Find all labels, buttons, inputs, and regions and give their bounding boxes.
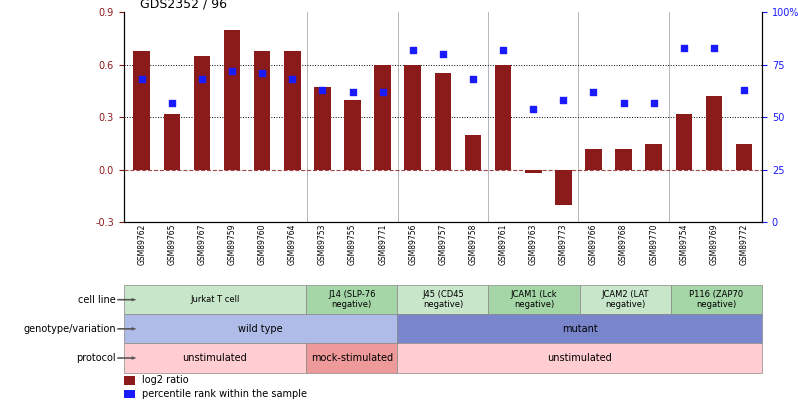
Bar	[671, 285, 762, 314]
Text: unstimulated: unstimulated	[183, 353, 247, 363]
Bar	[124, 285, 306, 314]
Bar	[124, 376, 135, 384]
Text: protocol: protocol	[76, 353, 116, 363]
Text: J45 (CD45
negative): J45 (CD45 negative)	[422, 290, 464, 309]
Bar	[194, 56, 210, 170]
Text: log2 ratio: log2 ratio	[141, 375, 188, 385]
Point	[557, 97, 570, 104]
Point	[708, 45, 721, 51]
Point	[226, 68, 239, 74]
Point	[467, 76, 480, 83]
Point	[527, 106, 539, 112]
Point	[165, 99, 178, 106]
Bar	[736, 143, 753, 170]
Bar	[405, 65, 421, 170]
Bar	[579, 285, 671, 314]
Point	[437, 51, 449, 58]
Point	[587, 89, 600, 95]
Bar	[314, 87, 330, 170]
Text: JCAM1 (Lck
negative): JCAM1 (Lck negative)	[511, 290, 557, 309]
Bar	[284, 51, 301, 170]
Point	[196, 76, 208, 83]
Text: Jurkat T cell: Jurkat T cell	[190, 295, 239, 304]
Point	[286, 76, 298, 83]
Bar	[374, 65, 391, 170]
Bar	[495, 65, 512, 170]
Text: genotype/variation: genotype/variation	[23, 324, 116, 334]
Bar	[555, 170, 571, 205]
Bar	[124, 314, 397, 343]
Point	[647, 99, 660, 106]
Text: J14 (SLP-76
negative): J14 (SLP-76 negative)	[328, 290, 375, 309]
Point	[617, 99, 630, 106]
Bar	[133, 51, 150, 170]
Bar	[397, 285, 488, 314]
Text: GDS2352 / 96: GDS2352 / 96	[140, 0, 227, 10]
Bar	[164, 114, 180, 170]
Bar	[488, 285, 579, 314]
Bar	[615, 149, 632, 170]
Bar	[676, 114, 692, 170]
Point	[496, 47, 509, 53]
Bar	[124, 390, 135, 398]
Text: unstimulated: unstimulated	[547, 353, 612, 363]
Bar	[306, 343, 397, 373]
Point	[256, 70, 269, 77]
Bar	[646, 143, 662, 170]
Point	[136, 76, 148, 83]
Text: percentile rank within the sample: percentile rank within the sample	[141, 389, 306, 399]
Text: wild type: wild type	[238, 324, 282, 334]
Bar	[464, 135, 481, 170]
Text: JCAM2 (LAT
negative): JCAM2 (LAT negative)	[602, 290, 649, 309]
Point	[316, 87, 329, 93]
Bar	[254, 51, 271, 170]
Point	[737, 87, 750, 93]
Text: cell line: cell line	[78, 295, 116, 305]
Point	[406, 47, 419, 53]
Bar	[223, 30, 240, 170]
Bar	[435, 73, 451, 170]
Bar	[306, 285, 397, 314]
Point	[678, 45, 690, 51]
Point	[346, 89, 359, 95]
Point	[377, 89, 389, 95]
Bar	[525, 170, 542, 173]
Bar	[397, 314, 762, 343]
Text: mutant: mutant	[562, 324, 598, 334]
Bar	[397, 343, 762, 373]
Bar	[124, 343, 306, 373]
Text: mock-stimulated: mock-stimulated	[310, 353, 393, 363]
Bar	[344, 100, 361, 170]
Bar	[705, 96, 722, 170]
Bar	[585, 149, 602, 170]
Text: P116 (ZAP70
negative): P116 (ZAP70 negative)	[689, 290, 744, 309]
